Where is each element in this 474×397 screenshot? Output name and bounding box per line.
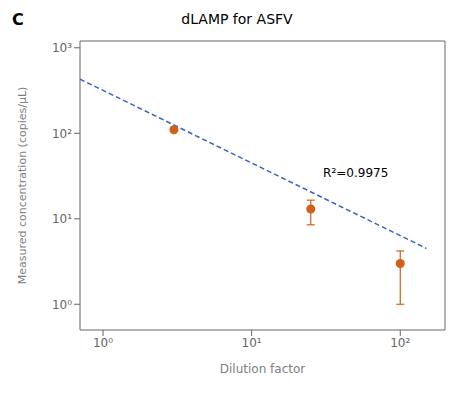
svg-text:10³: 10³ (52, 41, 72, 55)
svg-text:10¹: 10¹ (242, 336, 262, 350)
html-text:C: C (12, 10, 24, 29)
svg-text:10²: 10² (52, 127, 72, 141)
svg-text:R²=0.9975: R²=0.9975 (323, 166, 388, 180)
svg-text:Dilution factor: Dilution factor (220, 362, 306, 376)
svg-text:10²: 10² (390, 336, 410, 350)
svg-text:Measured concentration (copies: Measured concentration (copies/μL) (16, 87, 29, 285)
html-text:dLAMP for ASFV: dLAMP for ASFV (181, 11, 293, 27)
svg-text:10⁰: 10⁰ (93, 336, 113, 350)
svg-text:10⁰: 10⁰ (52, 298, 72, 312)
svg-text:10¹: 10¹ (52, 212, 72, 226)
